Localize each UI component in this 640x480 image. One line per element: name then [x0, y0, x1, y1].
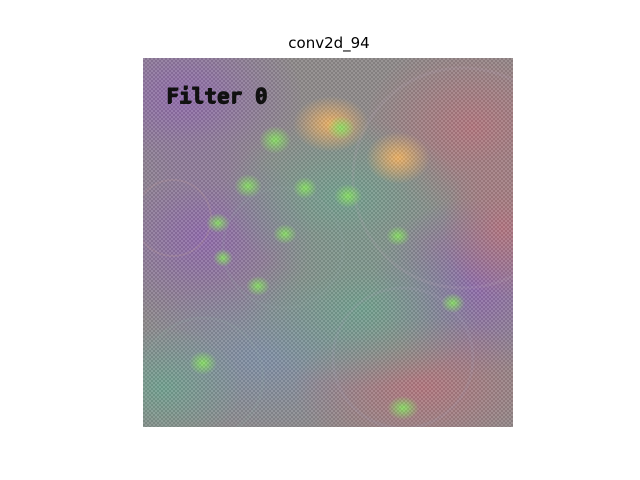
- filter-visualization-image: Filter 0: [143, 58, 513, 427]
- filter-visualization-svg: [143, 58, 513, 427]
- plot-title: conv2d_94: [288, 34, 370, 52]
- filter-label: Filter 0: [166, 84, 268, 108]
